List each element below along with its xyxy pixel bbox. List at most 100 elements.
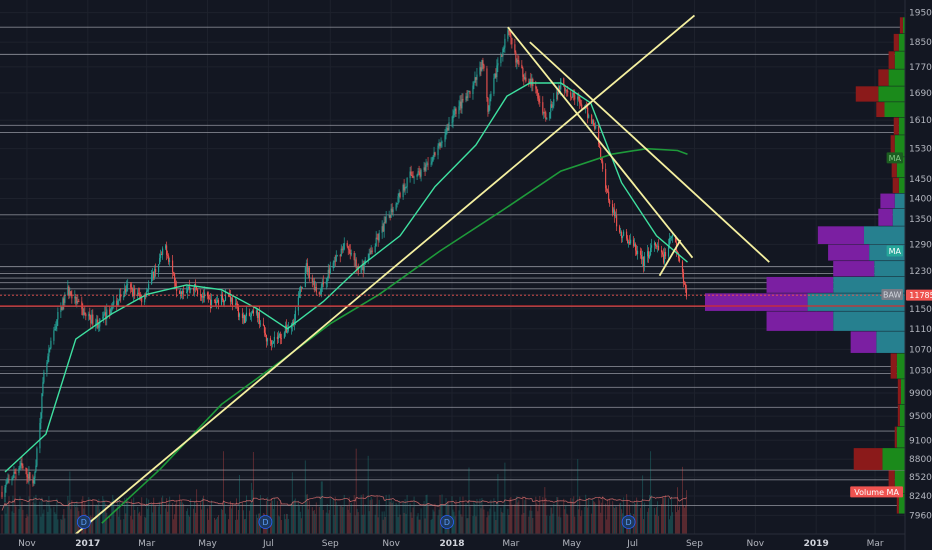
volume-bar: [132, 519, 134, 534]
volume-bar: [237, 509, 239, 534]
candle-body: [308, 267, 310, 279]
volume-bar: [181, 500, 183, 534]
volume-bar: [619, 503, 621, 534]
volume-bar: [389, 501, 391, 534]
volume-bar: [487, 511, 489, 534]
volume-bar: [605, 503, 607, 534]
candle-body: [482, 60, 484, 65]
profile-bar-down: [878, 208, 893, 226]
volume-bar: [360, 494, 362, 534]
candle-body: [483, 64, 485, 69]
x-tick-label: Mar: [502, 539, 519, 549]
right-tags: MA MA BAW 11785 Volume MA: [850, 152, 932, 498]
volume-bar: [137, 507, 139, 534]
candle-body: [479, 67, 481, 75]
candle-body: [642, 257, 644, 260]
y-tick-label: 8240: [909, 492, 932, 502]
candle-body: [374, 246, 376, 253]
candle-body: [629, 241, 631, 244]
dividend-marker-label: D: [81, 518, 87, 527]
volume-bar: [173, 519, 175, 534]
volume-bar: [256, 517, 258, 534]
candle-body: [190, 287, 192, 290]
horizontal-levels: [0, 26, 905, 507]
candle-body: [125, 288, 127, 292]
profile-bar-down: [893, 117, 899, 135]
volume-bar: [96, 504, 98, 534]
profile-bar-down: [878, 69, 889, 86]
candle-body: [662, 254, 665, 263]
candle-body: [339, 254, 341, 257]
volume-bar: [243, 519, 245, 534]
y-tick-label: 9900: [909, 389, 932, 399]
candle-body: [361, 265, 363, 268]
volume-bar: [293, 499, 295, 534]
candle-body: [592, 120, 594, 124]
volume-bar: [420, 508, 422, 534]
candle-body: [508, 30, 510, 32]
profile-bar-down: [833, 261, 875, 277]
volume-bar: [322, 510, 324, 534]
candle-body: [76, 301, 78, 304]
volume-bar: [305, 494, 307, 534]
volume-bar: [241, 502, 243, 534]
volume-bar: [148, 499, 150, 534]
volume-bar: [363, 514, 365, 534]
candle-body: [608, 191, 610, 201]
candle-body: [468, 91, 470, 93]
candle-body: [222, 300, 225, 303]
volume-bar: [104, 501, 106, 534]
volume-bar: [321, 481, 323, 534]
candle-body: [116, 300, 118, 306]
dividend-marker: [440, 515, 454, 529]
candle-body: [663, 251, 666, 263]
candle-body: [591, 115, 593, 124]
candle-body: [186, 291, 188, 293]
volume-bar: [21, 501, 23, 534]
volume-bar: [203, 495, 205, 534]
candle-body: [81, 301, 83, 309]
volume-bar: [500, 507, 502, 534]
candle-body: [620, 232, 622, 233]
volume-bar: [375, 503, 377, 534]
volume-bar: [563, 498, 565, 534]
candle-body: [507, 30, 509, 39]
candle-body: [118, 300, 120, 302]
candle-body: [304, 267, 306, 287]
candle-body: [571, 96, 573, 98]
candle-body: [67, 286, 69, 295]
volume-bar: [644, 502, 646, 534]
candle-body: [40, 412, 42, 424]
volume-bar: [60, 519, 62, 534]
volume-bar: [544, 487, 546, 534]
volume-bar: [306, 494, 308, 534]
candle-body: [454, 108, 456, 111]
volume-bar: [636, 497, 638, 534]
volume-bar: [161, 497, 163, 534]
volume-bar: [479, 498, 481, 534]
candle-body: [119, 294, 121, 301]
candle-body: [384, 221, 386, 223]
volume-bar: [6, 502, 8, 534]
candle-body: [88, 313, 90, 317]
volume-bar: [431, 518, 433, 534]
volume-bar: [294, 498, 296, 534]
candle-body: [368, 253, 370, 260]
candle-body: [279, 334, 281, 339]
candle-body: [369, 253, 371, 255]
candle-body: [151, 274, 153, 285]
volume-bar: [190, 498, 192, 534]
candle-body: [297, 297, 299, 311]
candle-body: [292, 321, 294, 325]
candle-body: [416, 174, 418, 177]
volume-bar: [106, 512, 108, 534]
candle-body: [245, 312, 248, 316]
candle-body: [293, 320, 295, 325]
candle-body: [255, 310, 257, 314]
volume-bar: [245, 495, 247, 534]
volume-bar: [57, 519, 59, 534]
candle-body: [567, 90, 569, 93]
volume-bar: [649, 494, 651, 534]
candle-body: [669, 238, 672, 239]
